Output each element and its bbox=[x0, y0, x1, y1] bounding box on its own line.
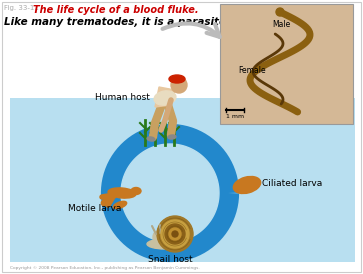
Circle shape bbox=[171, 77, 187, 93]
Ellipse shape bbox=[233, 176, 261, 193]
Circle shape bbox=[157, 216, 193, 252]
Ellipse shape bbox=[168, 135, 176, 139]
Ellipse shape bbox=[169, 75, 185, 83]
Text: Male: Male bbox=[272, 20, 290, 29]
Text: Like many trematodes, it is a parasite.: Like many trematodes, it is a parasite. bbox=[4, 17, 230, 27]
Text: 1 mm: 1 mm bbox=[226, 114, 244, 119]
Text: Human host: Human host bbox=[95, 93, 150, 101]
Text: Fig. 33-11: Fig. 33-11 bbox=[4, 5, 41, 11]
Circle shape bbox=[172, 231, 178, 237]
Ellipse shape bbox=[153, 231, 163, 243]
Ellipse shape bbox=[113, 201, 127, 209]
Ellipse shape bbox=[108, 188, 136, 198]
Circle shape bbox=[169, 228, 181, 240]
Text: Copyright © 2008 Pearson Education, Inc., publishing as Pearson Benjamin Cumming: Copyright © 2008 Pearson Education, Inc.… bbox=[10, 266, 200, 270]
Text: The life cycle of a blood fluke.: The life cycle of a blood fluke. bbox=[33, 5, 199, 15]
Ellipse shape bbox=[131, 187, 141, 195]
Bar bbox=[220, 4, 353, 124]
Text: Ciliated larva: Ciliated larva bbox=[262, 178, 322, 187]
Ellipse shape bbox=[154, 91, 176, 105]
Text: Snail host: Snail host bbox=[148, 255, 192, 264]
Circle shape bbox=[276, 8, 284, 16]
Bar bbox=[10, 98, 355, 262]
Polygon shape bbox=[121, 144, 219, 242]
Circle shape bbox=[165, 224, 185, 244]
Ellipse shape bbox=[147, 239, 183, 249]
Text: Female: Female bbox=[238, 66, 266, 75]
Polygon shape bbox=[155, 87, 175, 107]
Ellipse shape bbox=[147, 137, 155, 141]
Circle shape bbox=[161, 220, 189, 248]
Text: Motile larva: Motile larva bbox=[68, 204, 121, 213]
